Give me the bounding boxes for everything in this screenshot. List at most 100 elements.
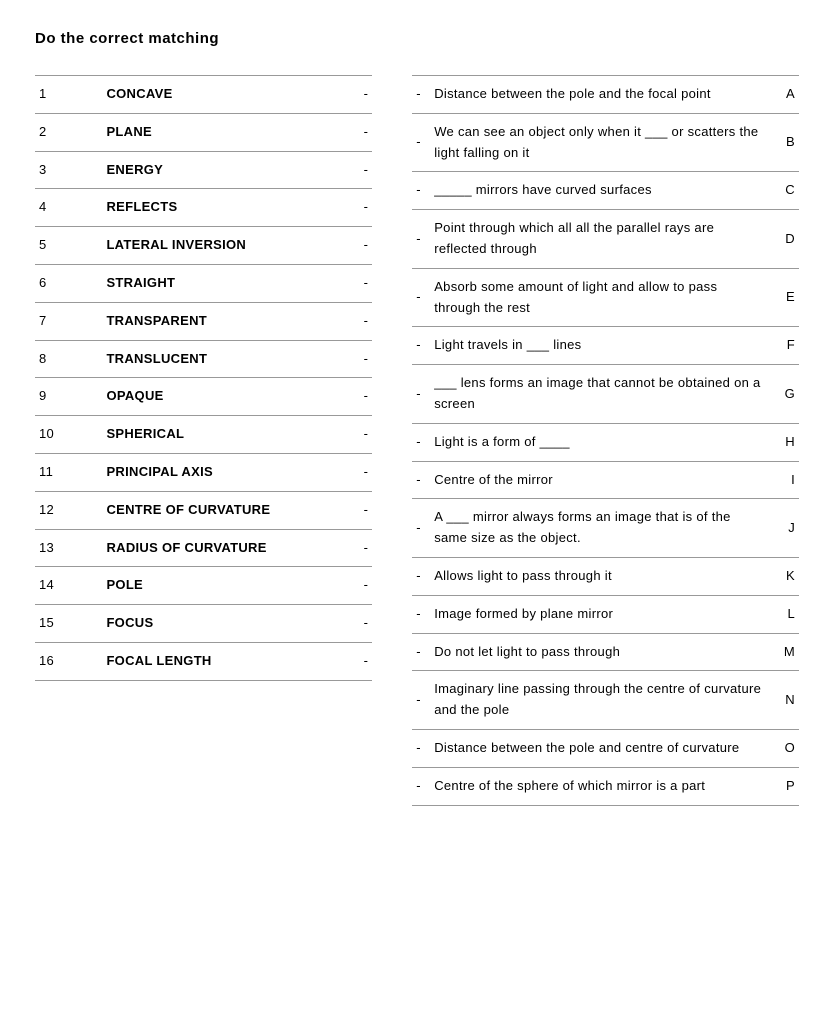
term-dash: - xyxy=(348,113,373,151)
term-number: 15 xyxy=(35,605,102,643)
definition-letter: O xyxy=(771,729,799,767)
term-row: 1CONCAVE- xyxy=(35,76,372,114)
definition-dash: - xyxy=(412,172,430,210)
terms-table: 1CONCAVE-2PLANE-3ENERGY-4REFLECTS-5LATER… xyxy=(35,75,372,681)
definition-row: -Image formed by plane mirrorL xyxy=(412,595,799,633)
definition-letter: J xyxy=(771,499,799,558)
definition-letter: I xyxy=(771,461,799,499)
definition-letter: H xyxy=(771,423,799,461)
term-row: 3ENERGY- xyxy=(35,151,372,189)
term-number: 7 xyxy=(35,302,102,340)
definition-row: -Distance between the pole and centre of… xyxy=(412,729,799,767)
definition-dash: - xyxy=(412,76,430,114)
term-row: 11PRINCIPAL AXIS- xyxy=(35,453,372,491)
definitions-column: -Distance between the pole and the focal… xyxy=(412,75,799,806)
definition-row: -Imaginary line passing through the cent… xyxy=(412,671,799,730)
term-number: 11 xyxy=(35,453,102,491)
definition-text: Distance between the pole and the focal … xyxy=(430,76,771,114)
definition-row: -Absorb some amount of light and allow t… xyxy=(412,268,799,327)
definition-row: -Point through which all all the paralle… xyxy=(412,210,799,269)
definition-text: Centre of the sphere of which mirror is … xyxy=(430,767,771,805)
term-dash: - xyxy=(348,453,373,491)
term-row: 9OPAQUE- xyxy=(35,378,372,416)
definition-text: We can see an object only when it ___ or… xyxy=(430,113,771,172)
definition-letter: M xyxy=(771,633,799,671)
definition-dash: - xyxy=(412,268,430,327)
definition-letter: B xyxy=(771,113,799,172)
definition-dash: - xyxy=(412,365,430,424)
definition-row: -We can see an object only when it ___ o… xyxy=(412,113,799,172)
definition-row: -Centre of the mirrorI xyxy=(412,461,799,499)
definition-dash: - xyxy=(412,423,430,461)
term-text: TRANSPARENT xyxy=(102,302,347,340)
definition-text: Centre of the mirror xyxy=(430,461,771,499)
term-number: 8 xyxy=(35,340,102,378)
term-text: PRINCIPAL AXIS xyxy=(102,453,347,491)
term-text: FOCAL LENGTH xyxy=(102,642,347,680)
term-row: 12CENTRE OF CURVATURE- xyxy=(35,491,372,529)
term-number: 1 xyxy=(35,76,102,114)
term-text: ENERGY xyxy=(102,151,347,189)
term-text: LATERAL INVERSION xyxy=(102,227,347,265)
definition-row: -___ lens forms an image that cannot be … xyxy=(412,365,799,424)
term-dash: - xyxy=(348,567,373,605)
definition-letter: L xyxy=(771,595,799,633)
term-row: 4REFLECTS- xyxy=(35,189,372,227)
term-row: 7TRANSPARENT- xyxy=(35,302,372,340)
term-text: RADIUS OF CURVATURE xyxy=(102,529,347,567)
definition-text: _____ mirrors have curved surfaces xyxy=(430,172,771,210)
definition-row: -Light is a form of ____H xyxy=(412,423,799,461)
matching-columns: 1CONCAVE-2PLANE-3ENERGY-4REFLECTS-5LATER… xyxy=(35,75,799,806)
definition-dash: - xyxy=(412,557,430,595)
definition-row: -Light travels in ___ linesF xyxy=(412,327,799,365)
definition-letter: A xyxy=(771,76,799,114)
definition-text: Light is a form of ____ xyxy=(430,423,771,461)
term-text: CONCAVE xyxy=(102,76,347,114)
term-number: 12 xyxy=(35,491,102,529)
term-dash: - xyxy=(348,302,373,340)
term-row: 6STRAIGHT- xyxy=(35,264,372,302)
term-text: POLE xyxy=(102,567,347,605)
term-number: 6 xyxy=(35,264,102,302)
definition-dash: - xyxy=(412,633,430,671)
term-text: SPHERICAL xyxy=(102,416,347,454)
term-text: FOCUS xyxy=(102,605,347,643)
definition-dash: - xyxy=(412,461,430,499)
term-dash: - xyxy=(348,605,373,643)
term-number: 2 xyxy=(35,113,102,151)
term-text: REFLECTS xyxy=(102,189,347,227)
term-dash: - xyxy=(348,491,373,529)
definition-text: Allows light to pass through it xyxy=(430,557,771,595)
term-row: 16FOCAL LENGTH- xyxy=(35,642,372,680)
definition-row: -Allows light to pass through itK xyxy=(412,557,799,595)
term-dash: - xyxy=(348,264,373,302)
term-dash: - xyxy=(348,189,373,227)
definition-letter: D xyxy=(771,210,799,269)
definition-dash: - xyxy=(412,327,430,365)
term-number: 9 xyxy=(35,378,102,416)
term-dash: - xyxy=(348,529,373,567)
term-row: 13RADIUS OF CURVATURE- xyxy=(35,529,372,567)
term-number: 3 xyxy=(35,151,102,189)
definition-text: Image formed by plane mirror xyxy=(430,595,771,633)
definition-letter: E xyxy=(771,268,799,327)
definition-text: Point through which all all the parallel… xyxy=(430,210,771,269)
definition-dash: - xyxy=(412,595,430,633)
terms-column: 1CONCAVE-2PLANE-3ENERGY-4REFLECTS-5LATER… xyxy=(35,75,372,806)
term-number: 16 xyxy=(35,642,102,680)
definition-row: -_____ mirrors have curved surfacesC xyxy=(412,172,799,210)
term-row: 8TRANSLUCENT- xyxy=(35,340,372,378)
term-number: 14 xyxy=(35,567,102,605)
definition-letter: F xyxy=(771,327,799,365)
definition-letter: C xyxy=(771,172,799,210)
term-number: 4 xyxy=(35,189,102,227)
definition-letter: P xyxy=(771,767,799,805)
definition-text: Light travels in ___ lines xyxy=(430,327,771,365)
page-title: Do the correct matching xyxy=(35,30,799,47)
term-number: 5 xyxy=(35,227,102,265)
definition-letter: G xyxy=(771,365,799,424)
definition-dash: - xyxy=(412,729,430,767)
term-number: 13 xyxy=(35,529,102,567)
term-row: 5LATERAL INVERSION- xyxy=(35,227,372,265)
definition-dash: - xyxy=(412,210,430,269)
